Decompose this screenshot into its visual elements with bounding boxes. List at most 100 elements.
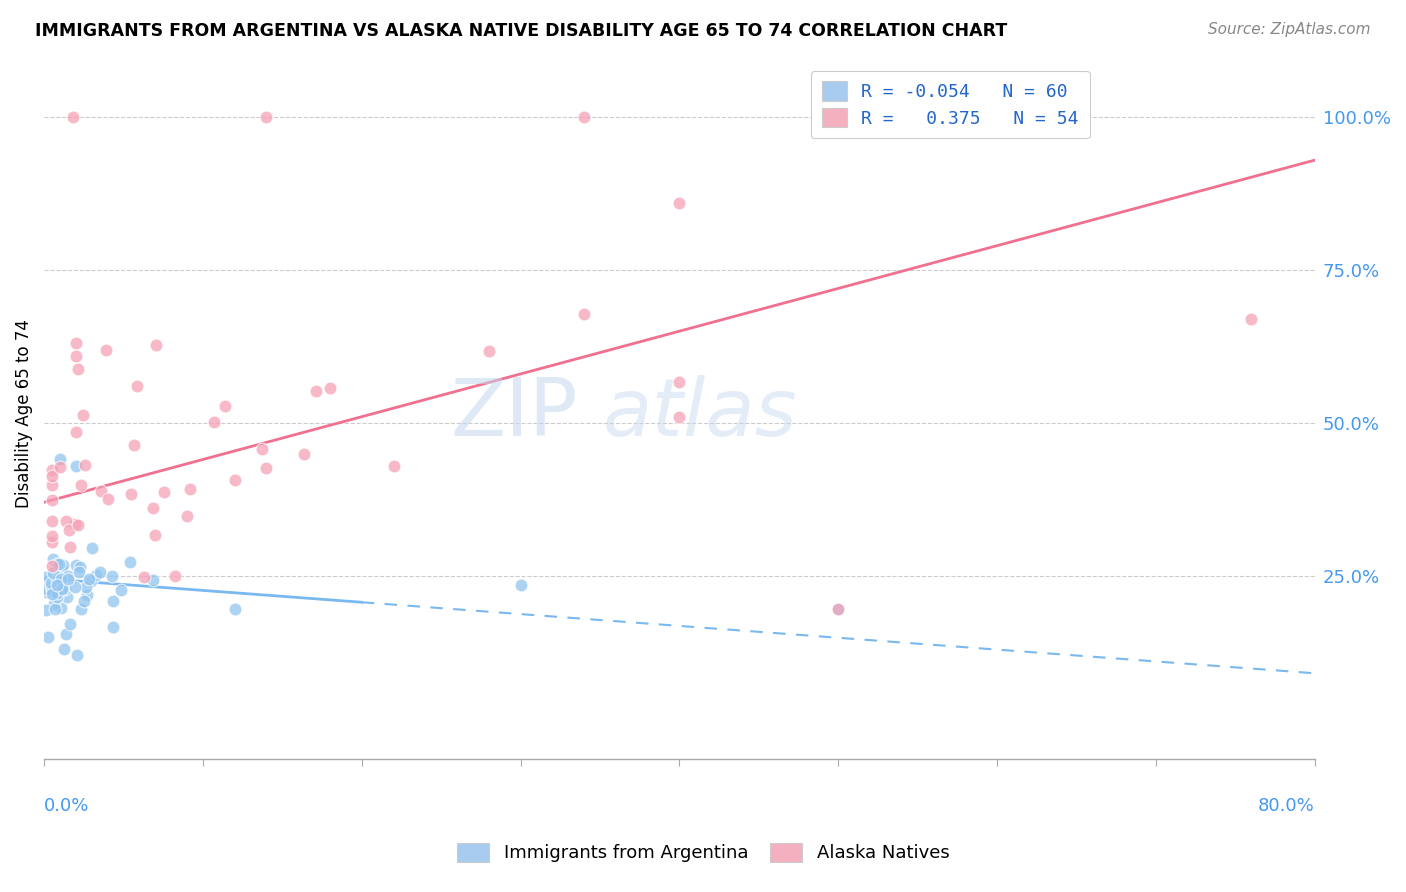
Point	[70, 602, 93, 616]
Point	[73, 593, 96, 607]
Point	[44, 601, 66, 615]
Point	[120, 487, 142, 501]
Point	[668, 195, 690, 210]
Point	[179, 482, 201, 496]
Point	[63, 517, 86, 532]
Point	[41, 515, 63, 529]
Point	[65, 648, 87, 662]
Point	[46, 558, 69, 572]
Point	[97, 491, 120, 506]
Point	[58, 523, 80, 537]
Point	[35, 582, 58, 596]
Point	[70, 478, 93, 492]
Point	[827, 602, 849, 616]
Point	[668, 409, 690, 424]
Point	[75, 580, 97, 594]
Point	[79, 574, 101, 589]
Point	[118, 555, 141, 569]
Point	[51, 582, 73, 596]
Point	[77, 572, 100, 586]
Point	[202, 415, 225, 429]
Point	[66, 362, 89, 376]
Point	[41, 529, 63, 543]
Point	[42, 597, 65, 611]
Point	[292, 447, 315, 461]
Legend: R = -0.054   N = 60, R =   0.375   N = 54: R = -0.054 N = 60, R = 0.375 N = 54	[811, 70, 1090, 138]
Text: atlas: atlas	[603, 375, 799, 452]
Point	[827, 602, 849, 616]
Point	[52, 574, 75, 589]
Point	[478, 344, 501, 359]
Point	[382, 458, 405, 473]
Point	[41, 582, 63, 597]
Point	[46, 579, 69, 593]
Point	[63, 580, 86, 594]
Point	[42, 566, 65, 580]
Point	[509, 577, 531, 591]
Point	[319, 381, 342, 395]
Point	[41, 534, 63, 549]
Point	[73, 458, 96, 472]
Point	[67, 566, 90, 580]
Point	[101, 620, 124, 634]
Point	[56, 590, 79, 604]
Point	[55, 514, 77, 528]
Point	[668, 375, 690, 389]
Point	[122, 438, 145, 452]
Point	[52, 581, 75, 595]
Point	[80, 541, 103, 555]
Point	[51, 582, 73, 596]
Point	[65, 336, 87, 351]
Text: Source: ZipAtlas.com: Source: ZipAtlas.com	[1208, 22, 1371, 37]
Point	[41, 469, 63, 483]
Point	[176, 508, 198, 523]
Point	[69, 560, 91, 574]
Point	[39, 576, 62, 591]
Point	[59, 617, 82, 632]
Point	[37, 630, 59, 644]
Point	[142, 573, 165, 587]
Legend: Immigrants from Argentina, Alaska Natives: Immigrants from Argentina, Alaska Native…	[450, 836, 956, 870]
Point	[41, 478, 63, 492]
Point	[101, 568, 124, 582]
Point	[39, 579, 62, 593]
Point	[572, 111, 595, 125]
Point	[41, 587, 63, 601]
Point	[65, 425, 87, 439]
Point	[67, 518, 90, 533]
Point	[305, 384, 328, 398]
Point	[572, 307, 595, 321]
Point	[65, 349, 87, 363]
Point	[65, 558, 87, 572]
Point	[89, 566, 111, 580]
Point	[145, 338, 167, 352]
Point	[35, 603, 58, 617]
Text: 0.0%: 0.0%	[44, 797, 90, 814]
Point	[90, 483, 112, 498]
Point	[153, 485, 176, 500]
Point	[46, 573, 69, 587]
Point	[58, 569, 80, 583]
Point	[53, 641, 76, 656]
Text: 80.0%: 80.0%	[1258, 797, 1315, 814]
Point	[62, 111, 84, 125]
Point	[45, 590, 67, 604]
Point	[45, 577, 67, 591]
Point	[224, 602, 246, 616]
Point	[72, 409, 94, 423]
Point	[49, 460, 72, 475]
Point	[214, 399, 236, 413]
Point	[53, 582, 76, 596]
Point	[56, 572, 79, 586]
Point	[84, 567, 107, 582]
Point	[49, 600, 72, 615]
Point	[163, 568, 186, 582]
Point	[256, 111, 278, 125]
Point	[142, 501, 165, 516]
Text: ZIP: ZIP	[450, 375, 578, 452]
Point	[256, 460, 278, 475]
Point	[51, 572, 73, 586]
Point	[52, 558, 75, 573]
Point	[101, 593, 124, 607]
Point	[48, 557, 70, 571]
